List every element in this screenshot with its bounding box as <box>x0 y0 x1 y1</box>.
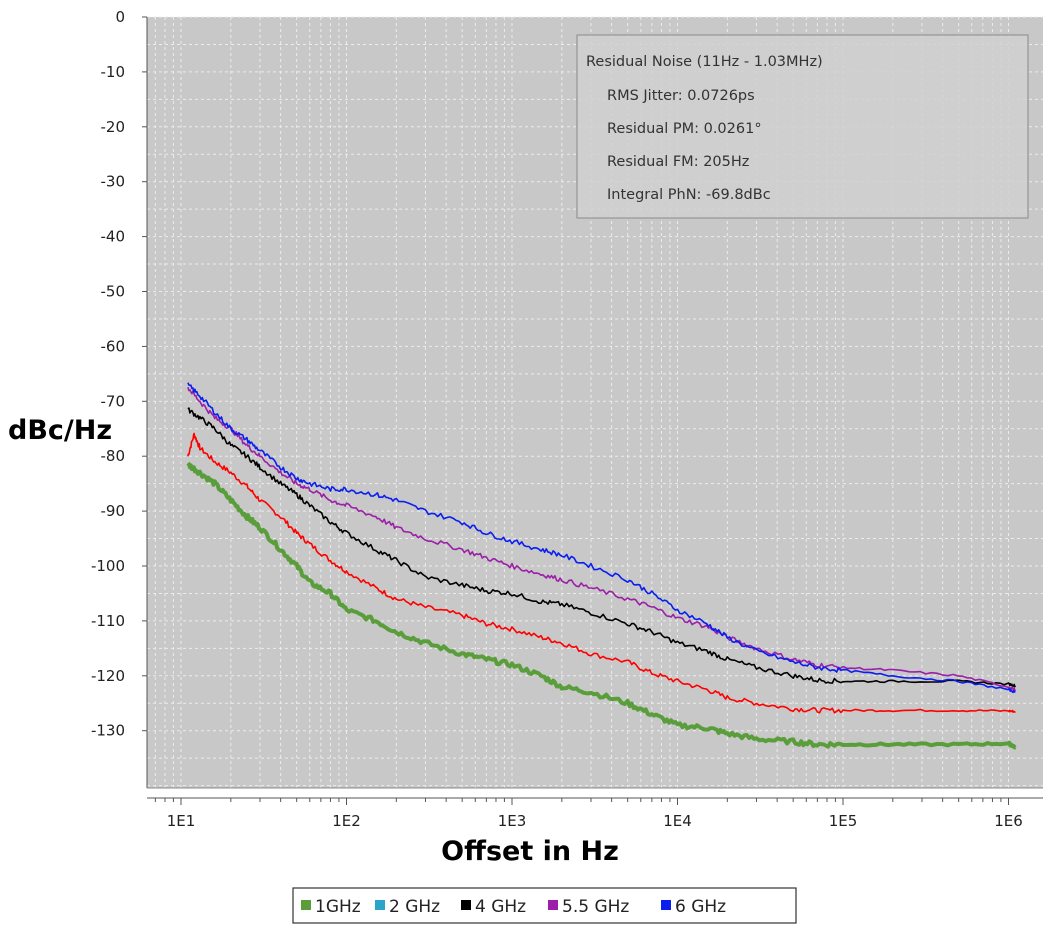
y-tick-label: -100 <box>91 557 125 575</box>
y-tick-label: -110 <box>91 612 125 630</box>
legend-label: 5.5 GHz <box>562 897 629 917</box>
series-line-4ghz <box>187 407 1017 688</box>
info-rms-jitter: RMS Jitter: 0.0726ps <box>607 88 755 104</box>
legend-label: 1GHz <box>315 897 361 917</box>
y-tick-label: -40 <box>101 228 126 246</box>
y-tick-label: -20 <box>101 118 126 136</box>
legend-swatch <box>461 900 471 910</box>
info-residual-fm: Residual FM: 205Hz <box>607 154 749 170</box>
x-tick-label: 1E1 <box>167 812 196 830</box>
info-box: Residual Noise (11Hz - 1.03MHz) RMS Jitt… <box>576 34 1029 219</box>
info-integral-phn: Integral PhN: -69.8dBc <box>607 187 771 203</box>
y-tick-label: -120 <box>91 667 125 685</box>
y-tick-label: 0 <box>115 8 125 26</box>
y-tick-label: -130 <box>91 722 125 740</box>
y-tick-labels: 0 -10 -20 -30 -40 -50 -60 -70 -80 -90 -100 -110 -120… <box>91 8 147 740</box>
series-lines <box>186 382 1017 750</box>
info-box-title: Residual Noise (11Hz - 1.03MHz) <box>586 54 823 70</box>
x-tick-labels: 1E1 1E2 1E3 1E4 1E5 1E6 <box>154 798 1023 830</box>
y-tick-label: -80 <box>101 447 126 465</box>
legend-label: 4 GHz <box>475 897 526 917</box>
x-axis-title: Offset in Hz <box>441 836 619 867</box>
x-tick-label: 1E6 <box>994 812 1023 830</box>
series-line-5.5ghz <box>187 386 1017 692</box>
x-tick-label: 1E5 <box>829 812 858 830</box>
series-line-red <box>187 432 1016 714</box>
legend-label: 6 GHz <box>675 897 726 917</box>
info-box-background <box>576 34 1029 219</box>
legend-label: 2 GHz <box>389 897 440 917</box>
y-axis-title: dBc/Hz <box>8 415 112 446</box>
x-tick-label: 1E2 <box>332 812 361 830</box>
y-tick-label: -70 <box>101 392 126 410</box>
legend-swatch <box>375 900 385 910</box>
legend-swatch <box>548 900 558 910</box>
y-tick-label: -60 <box>101 337 126 355</box>
x-tick-label: 1E4 <box>663 812 692 830</box>
series-line-1ghz <box>186 461 1017 750</box>
series-line-6ghz <box>187 382 1016 694</box>
y-tick-label: -30 <box>101 173 126 191</box>
legend-items: 1GHz 2 GHz 4 GHz 5.5 GHz 6 GHz <box>301 897 726 917</box>
legend-swatch <box>661 900 671 910</box>
legend-swatch <box>301 900 311 910</box>
legend: 1GHz 2 GHz 4 GHz 5.5 GHz 6 GHz <box>292 887 797 924</box>
y-tick-label: -10 <box>101 63 126 81</box>
y-tick-label: -90 <box>101 502 126 520</box>
x-tick-label: 1E3 <box>498 812 527 830</box>
info-residual-pm: Residual PM: 0.0261° <box>607 121 762 137</box>
y-tick-label: -50 <box>101 283 126 301</box>
